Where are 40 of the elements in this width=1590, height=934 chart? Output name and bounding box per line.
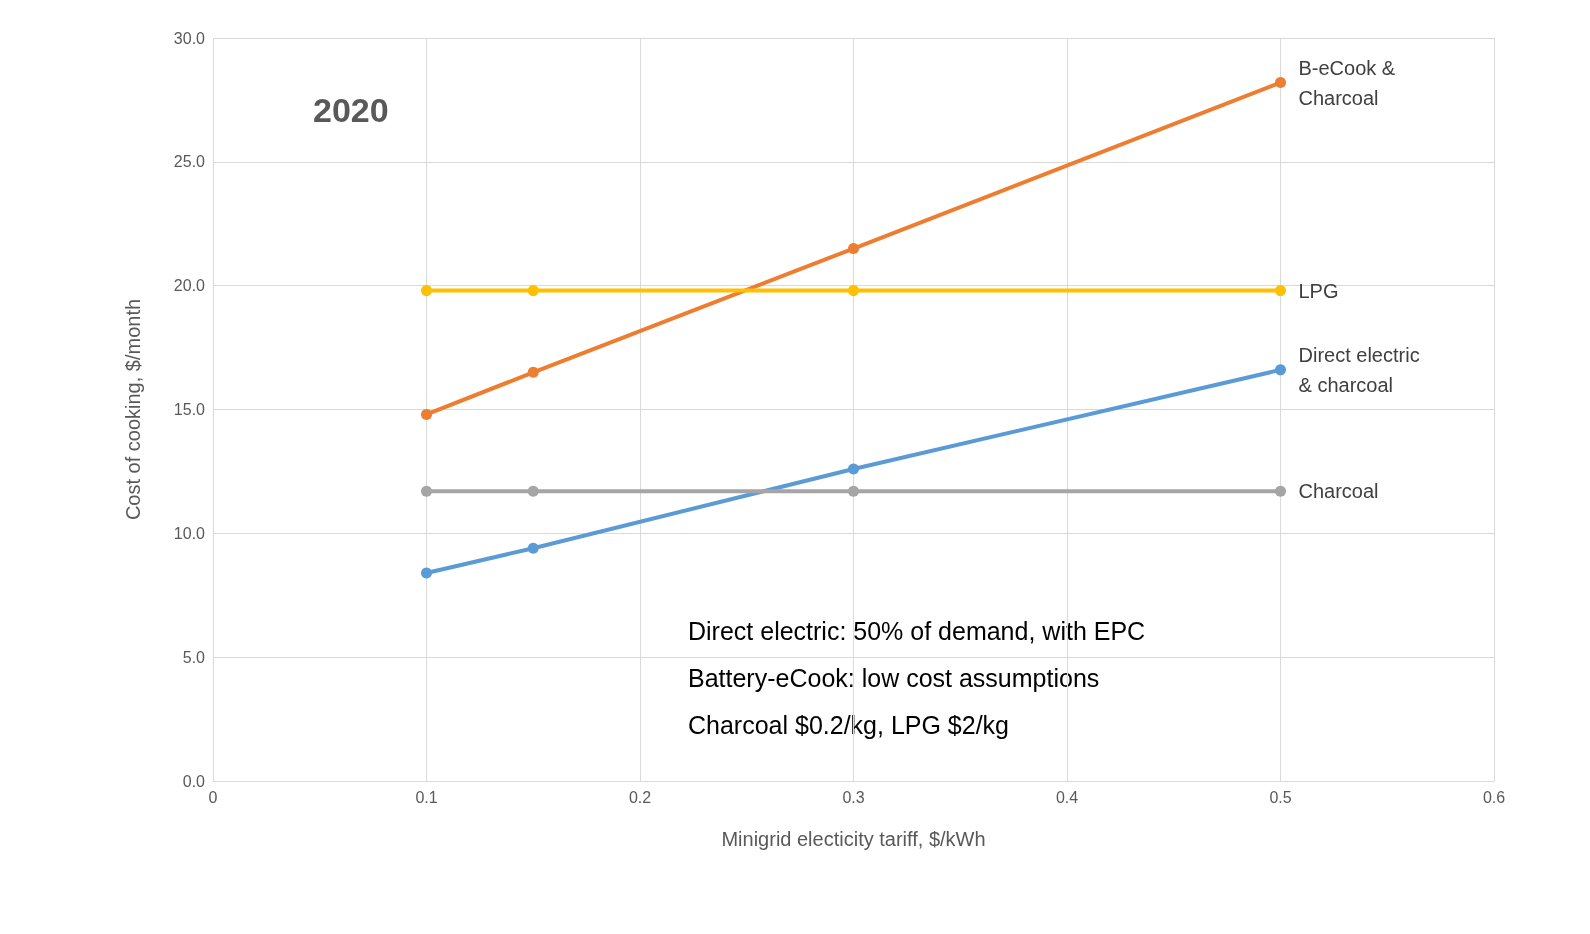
x-tick-label: 0.2 xyxy=(628,788,652,806)
point xyxy=(527,366,539,378)
point xyxy=(421,485,432,497)
x-tick-label: 0.5 xyxy=(1269,788,1292,806)
series-label: Charcoal xyxy=(1298,480,1379,503)
point xyxy=(848,485,859,497)
y-tick-label: 15.0 xyxy=(173,401,206,418)
series-label: Direct electric & charcoal xyxy=(1298,343,1420,396)
point xyxy=(421,567,432,579)
annotation: Battery-eCook: low cost assumptions xyxy=(688,663,1100,692)
annotation: Direct electric: 50% of demand, with EPC xyxy=(688,616,1146,645)
point xyxy=(848,243,859,255)
series-label: LPG xyxy=(1298,279,1339,302)
y-tick-label: 5.0 xyxy=(182,648,206,666)
point xyxy=(527,285,539,297)
point xyxy=(1275,364,1286,376)
point xyxy=(421,408,432,420)
annotation: Charcoal $0.2/kg, LPG $2/kg xyxy=(688,710,1010,739)
point xyxy=(527,485,539,497)
x-axis-title: Minigrid electicity tariff, $/kWh xyxy=(721,828,986,850)
y-tick-label: 30.0 xyxy=(173,29,206,47)
x-tick-label: 0.4 xyxy=(1055,788,1079,806)
point xyxy=(1275,285,1286,297)
y-tick-label: 20.0 xyxy=(173,277,206,295)
x-tick-label: 0 xyxy=(208,788,218,806)
y-tick-label: 0.0 xyxy=(182,772,206,790)
y-tick-label: 25.0 xyxy=(173,153,206,171)
point xyxy=(421,285,432,297)
series-label: B-eCook & Charcoal xyxy=(1298,56,1396,109)
point xyxy=(1275,485,1286,497)
point xyxy=(1275,77,1286,89)
point xyxy=(527,542,539,554)
annotation: 2020 xyxy=(313,91,389,129)
point xyxy=(848,463,859,475)
x-tick-label: 0.3 xyxy=(842,788,865,806)
point xyxy=(848,285,859,297)
y-axis-title: Cost of cooking, $/month xyxy=(122,298,144,521)
x-tick-label: 0.1 xyxy=(415,788,438,806)
x-tick-label: 0.6 xyxy=(1482,788,1506,806)
y-tick-label: 10.0 xyxy=(173,524,206,542)
